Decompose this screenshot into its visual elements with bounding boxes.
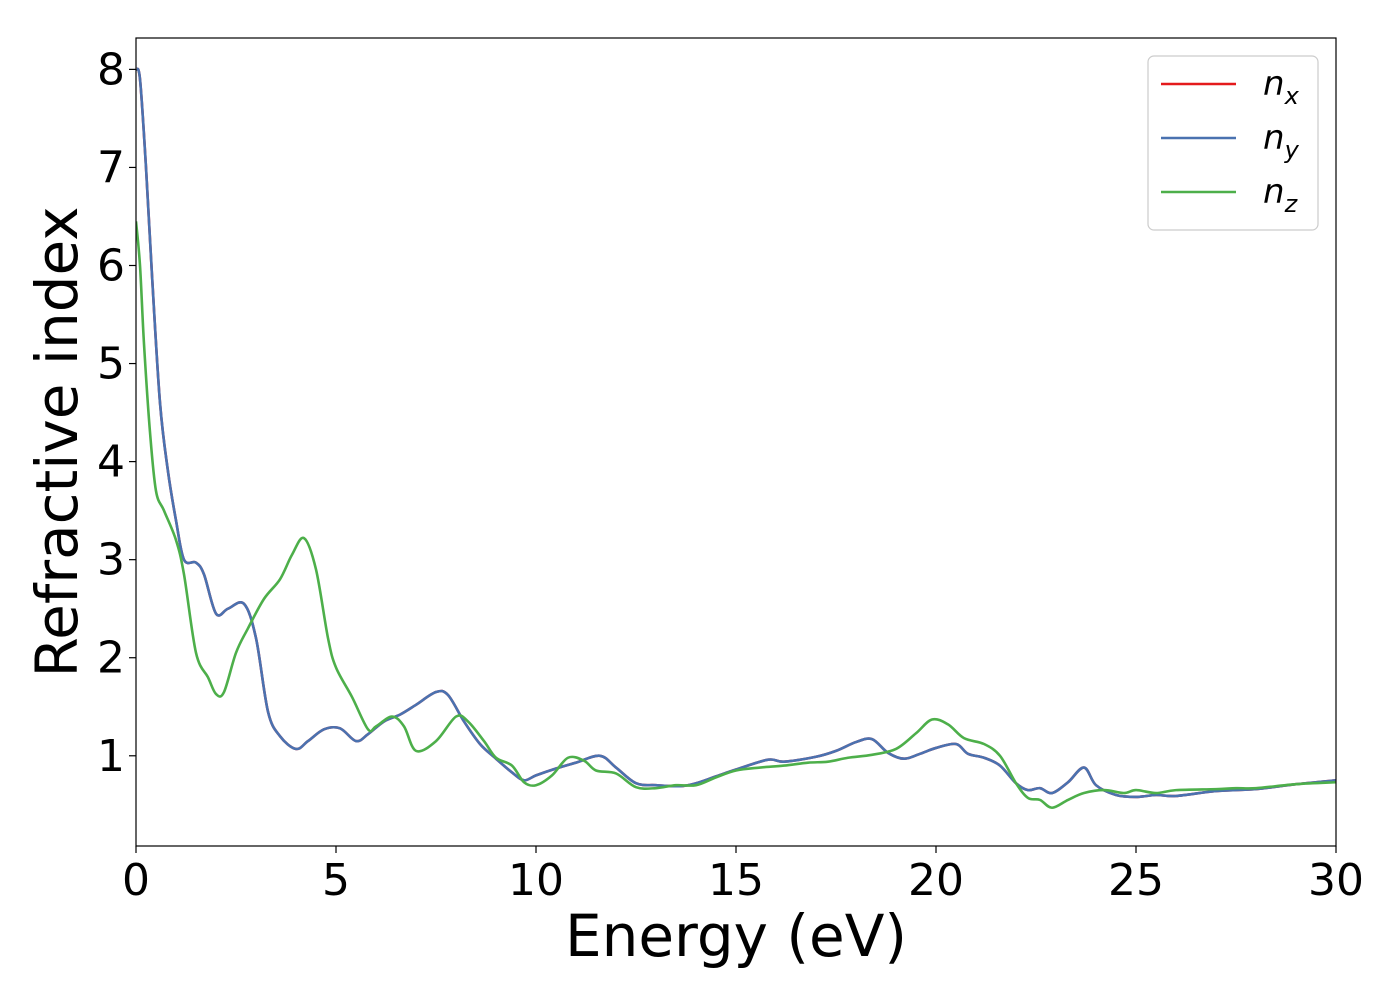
x-axis-ticks: 0 5 10 15 20 25 30 (122, 846, 1364, 906)
y-tick-label: 4 (97, 437, 125, 488)
y-tick-label: 6 (97, 240, 125, 291)
x-tick-label: 0 (122, 855, 150, 906)
y-tick-label: 1 (97, 731, 125, 782)
y-axis-title: Refractive index (23, 206, 91, 677)
x-axis-title: Energy (eV) (565, 902, 907, 970)
y-tick-label: 3 (97, 535, 125, 586)
x-tick-label: 10 (508, 855, 564, 906)
x-tick-label: 15 (708, 855, 764, 906)
legend-label-n-y: ny (1263, 118, 1300, 164)
legend-frame (1147, 55, 1319, 231)
y-tick-label: 7 (97, 142, 125, 193)
series-line-n-z (136, 221, 1336, 810)
x-tick-label: 25 (1108, 855, 1164, 906)
legend-label-n-z: nz (1263, 172, 1299, 218)
y-tick-label: 5 (97, 339, 125, 390)
y-tick-label: 2 (97, 633, 125, 684)
x-tick-label: 30 (1308, 855, 1364, 906)
y-axis-ticks: 1 2 3 4 5 6 7 8 (97, 44, 136, 782)
y-tick-label: 8 (97, 44, 125, 95)
legend-label-n-x: nx (1263, 64, 1300, 110)
x-tick-label: 20 (908, 855, 964, 906)
legend: nx ny nz (1147, 55, 1319, 231)
x-tick-label: 5 (322, 855, 350, 906)
series-lines (136, 67, 1336, 810)
series-line-n-y (136, 67, 1336, 799)
